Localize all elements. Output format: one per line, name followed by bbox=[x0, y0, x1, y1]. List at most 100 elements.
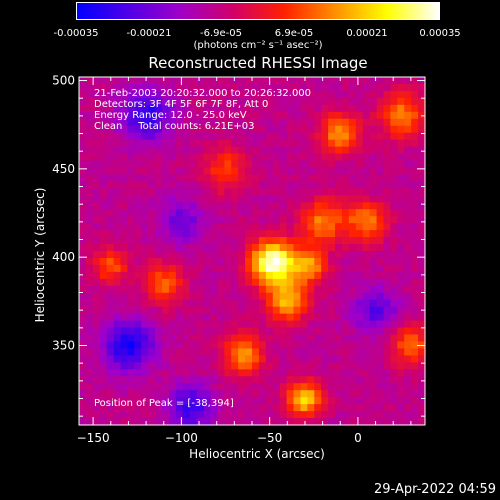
heatmap-cell bbox=[307, 97, 315, 106]
heatmap-cell bbox=[258, 188, 267, 196]
heatmap-cell bbox=[168, 216, 177, 224]
heatmap-cell bbox=[224, 244, 232, 252]
heatmap-cell bbox=[85, 188, 94, 196]
heatmap-cell bbox=[182, 160, 191, 168]
x-tick-label: 0 bbox=[354, 431, 362, 445]
heatmap-cell bbox=[314, 397, 322, 405]
heatmap-cell bbox=[397, 97, 405, 106]
heatmap-cell bbox=[127, 174, 135, 182]
heatmap-cell bbox=[300, 348, 308, 356]
heatmap-cell bbox=[162, 362, 170, 370]
heatmap-cell bbox=[279, 139, 287, 147]
heatmap-cell bbox=[286, 77, 294, 85]
heatmap-cell bbox=[175, 160, 184, 168]
heatmap-cell bbox=[258, 202, 267, 210]
heatmap-cell bbox=[258, 411, 267, 419]
heatmap-cell bbox=[182, 418, 191, 426]
heatmap-cell bbox=[162, 278, 170, 287]
heatmap-cell bbox=[245, 376, 253, 384]
heatmap-cell bbox=[210, 146, 218, 154]
heatmap-cell bbox=[335, 244, 343, 252]
heatmap-cell bbox=[314, 209, 322, 217]
heatmap-cell bbox=[148, 202, 156, 210]
heatmap-cell bbox=[134, 271, 142, 280]
heatmap-cell bbox=[252, 390, 260, 398]
heatmap-cell bbox=[99, 174, 108, 182]
heatmap-cell bbox=[369, 362, 377, 370]
heatmap-cell bbox=[168, 153, 177, 161]
heatmap-cell bbox=[279, 195, 287, 203]
heatmap-cell bbox=[210, 362, 218, 370]
heatmap-cell bbox=[106, 348, 114, 356]
heatmap-cell bbox=[307, 251, 315, 259]
heatmap-cell bbox=[92, 320, 101, 328]
heatmap-cell bbox=[307, 104, 315, 113]
heatmap-cell bbox=[210, 251, 218, 259]
heatmap-cell bbox=[362, 181, 371, 189]
heatmap-cell bbox=[314, 257, 322, 266]
heatmap-cell bbox=[293, 181, 301, 189]
heatmap-cell bbox=[411, 362, 419, 370]
heatmap-cell bbox=[369, 160, 377, 168]
heatmap-cell bbox=[362, 390, 371, 398]
heatmap-cell bbox=[99, 188, 108, 196]
heatmap-cell bbox=[390, 237, 398, 245]
heatmap-cell bbox=[397, 132, 405, 141]
heatmap-cell bbox=[341, 299, 350, 308]
heatmap-cell bbox=[168, 341, 177, 349]
heatmap-cell bbox=[300, 216, 308, 224]
heatmap-cell bbox=[245, 90, 253, 99]
heatmap-cell bbox=[286, 139, 294, 147]
heatmap-cell bbox=[148, 271, 156, 280]
heatmap-cell bbox=[286, 223, 294, 231]
heatmap-cell bbox=[148, 153, 156, 161]
heatmap-cell bbox=[99, 160, 108, 168]
heatmap-cell bbox=[79, 90, 87, 99]
heatmap-cell bbox=[404, 251, 412, 259]
heatmap-cell bbox=[203, 313, 211, 321]
heatmap-cell bbox=[141, 104, 149, 113]
heatmap-cell bbox=[155, 230, 163, 238]
heatmap-cell bbox=[238, 118, 246, 127]
heatmap-cell bbox=[390, 216, 398, 224]
heatmap-cell bbox=[314, 271, 322, 280]
heatmap-cell bbox=[189, 139, 198, 147]
heatmap-cell bbox=[362, 244, 371, 252]
heatmap-cell bbox=[369, 251, 377, 259]
heatmap-cell bbox=[127, 195, 135, 203]
heatmap-cell bbox=[99, 111, 108, 120]
heatmap-cell bbox=[383, 237, 391, 245]
heatmap-cell bbox=[189, 251, 198, 259]
heatmap-cell bbox=[92, 390, 101, 398]
heatmap-cell bbox=[362, 320, 371, 328]
heatmap-cell bbox=[404, 327, 412, 335]
heatmap-cell bbox=[85, 139, 94, 147]
heatmap-cell bbox=[189, 320, 198, 328]
heatmap-cell bbox=[92, 411, 101, 419]
heatmap-cell bbox=[300, 146, 308, 154]
heatmap-cell bbox=[348, 327, 357, 335]
heatmap-cell bbox=[328, 244, 336, 252]
heatmap-cell bbox=[113, 209, 121, 217]
heatmap-cell bbox=[293, 369, 301, 377]
heatmap-cell bbox=[245, 209, 253, 217]
heatmap-cell bbox=[293, 195, 301, 203]
heatmap-cell bbox=[238, 348, 246, 356]
heatmap-cell bbox=[196, 257, 204, 266]
heatmap-cell bbox=[203, 292, 211, 301]
heatmap-cell bbox=[127, 257, 135, 266]
heatmap-cell bbox=[383, 369, 391, 377]
heatmap-cell bbox=[175, 327, 184, 335]
heatmap-cell bbox=[404, 271, 412, 280]
heatmap-cell bbox=[127, 104, 135, 113]
heatmap-cell bbox=[127, 306, 135, 315]
heatmap-cell bbox=[224, 334, 232, 342]
heatmap-cell bbox=[390, 390, 398, 398]
heatmap-cell bbox=[348, 111, 357, 120]
heatmap-cell bbox=[224, 383, 232, 391]
heatmap-cell bbox=[293, 139, 301, 147]
heatmap-cell bbox=[348, 209, 357, 217]
heatmap-cell bbox=[245, 271, 253, 280]
heatmap-cell bbox=[362, 216, 371, 224]
heatmap-cell bbox=[210, 244, 218, 252]
